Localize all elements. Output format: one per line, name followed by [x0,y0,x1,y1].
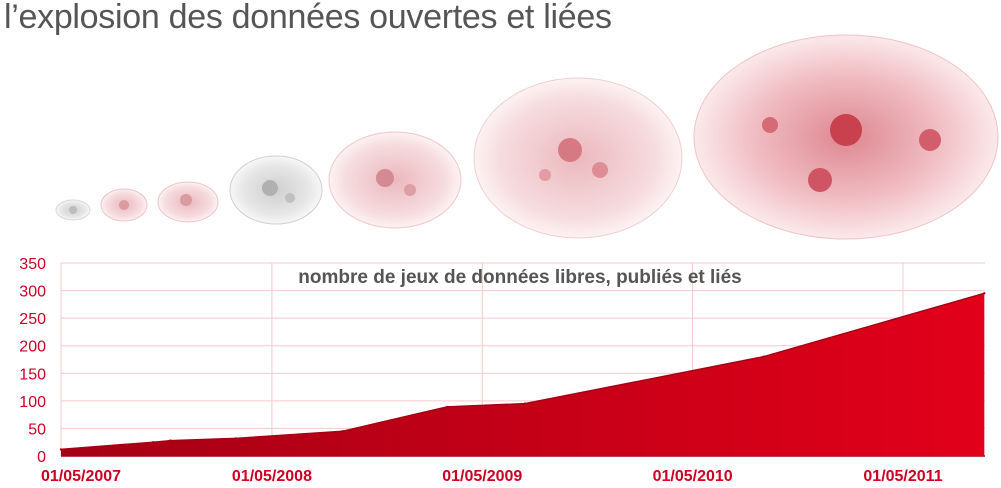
chart-title: nombre de jeux de données libres, publié… [298,267,741,288]
network-graph-icon [229,155,323,225]
data-point [169,439,172,442]
data-point [523,402,527,405]
data-point [983,292,986,295]
y-tick-label: 150 [19,366,46,383]
x-tick-label: 01/05/2011 [863,468,942,485]
network-graph-icon [473,77,683,239]
data-point [234,437,237,440]
series-area [61,293,985,456]
x-axis-ticks: 01/05/2007 01/05/2008 01/05/2009 01/05/2010… [41,468,943,485]
x-tick-label: 01/05/2010 [653,468,733,485]
data-point [762,355,765,358]
y-tick-label: 0 [37,449,46,466]
y-tick-label: 300 [19,284,46,301]
network-graph-icon [693,34,999,240]
y-tick-label: 350 [19,256,46,273]
network-snapshots [55,34,999,240]
y-axis-ticks: 0 50 100 150 200 250 300 350 [19,256,46,466]
chart-series [59,292,986,456]
data-point [59,448,63,451]
network-graph-icon [157,181,219,223]
page-title: l’explosion des données ouvertes et liée… [4,0,612,36]
y-tick-label: 250 [19,311,46,328]
network-graph-icon [55,199,91,221]
data-point [341,430,344,433]
y-tick-label: 100 [19,394,46,411]
data-point [152,441,155,444]
y-tick-label: 200 [19,339,46,356]
network-graph-icon [328,131,462,229]
y-tick-label: 50 [28,421,46,438]
x-tick-label: 01/05/2009 [442,468,522,485]
network-graph-icon [100,188,148,222]
x-tick-label: 01/05/2007 [41,468,121,485]
x-tick-label: 01/05/2008 [232,468,312,485]
data-point [445,405,449,409]
